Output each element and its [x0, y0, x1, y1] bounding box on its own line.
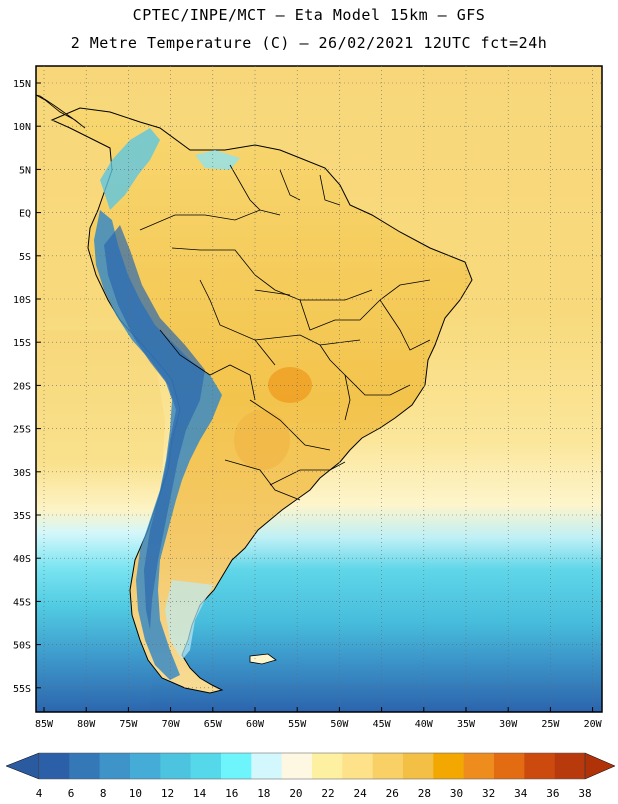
- colorbar-label: 30: [450, 787, 463, 800]
- colorbar-right-arrow: [584, 752, 616, 780]
- colorbar-label: 6: [68, 787, 75, 800]
- falkland-islands: [249, 653, 277, 665]
- northern-andes: [100, 128, 160, 210]
- lon-label: 40W: [415, 719, 434, 730]
- hot-core-region: [268, 367, 312, 403]
- plot-frame: [35, 65, 603, 713]
- lon-label: 50W: [330, 719, 349, 730]
- colorbar-swatch: [251, 753, 282, 779]
- colorbar-swatch: [433, 753, 464, 779]
- lon-label: 70W: [162, 719, 181, 730]
- colorbar-label: 22: [321, 787, 334, 800]
- colorbar-swatch: [342, 753, 373, 779]
- colorbar-swatch: [524, 753, 555, 779]
- lon-label: 75W: [119, 719, 138, 730]
- lon-label: 30W: [499, 719, 518, 730]
- colorbar-swatch: [190, 753, 222, 779]
- andes-core: [104, 225, 205, 630]
- colorbar-label: 24: [354, 787, 368, 800]
- colorbar-frame: [38, 752, 586, 780]
- lon-label: 85W: [35, 719, 54, 730]
- lat-label: 20S: [13, 381, 31, 392]
- colorbar-swatch: [221, 753, 252, 779]
- colorbar-label: 18: [257, 787, 270, 800]
- map-title-line2: 2 Metre Temperature (C) – 26/02/2021 12U…: [70, 34, 548, 52]
- colorbar-label: 12: [161, 787, 174, 800]
- lat-label: 10N: [13, 122, 31, 133]
- lat-label: 30S: [13, 468, 31, 479]
- colorbar-label: 14: [193, 787, 207, 800]
- colorbar-label: 28: [418, 787, 431, 800]
- venezuela-highlands: [195, 150, 240, 170]
- map-title-line1: CPTEC/INPE/MCT – Eta Model 15km – GFS: [132, 6, 486, 24]
- colorbar: 4 6 8 10 12 14 16 18 20 22 24 26 28 30 32 34 36 38: [5, 752, 616, 800]
- lat-label: 10S: [13, 295, 31, 306]
- colorbar-swatch: [99, 753, 131, 779]
- lon-label: 45W: [373, 719, 392, 730]
- lon-label: 25W: [541, 719, 560, 730]
- lon-label: 35W: [457, 719, 476, 730]
- lon-label: 80W: [77, 719, 96, 730]
- lon-label: 55W: [288, 719, 307, 730]
- longitude-labels: 85W 80W 75W 70W 65W 60W 55W 50W 45W 40W 35W 30W 25W 2…: [35, 707, 603, 730]
- lat-label: 55S: [13, 684, 31, 695]
- colorbar-swatch: [494, 753, 525, 779]
- latitude-labels: 15N 10N 5N EQ 5S 10S 15S 20S 25S 30S 35S 40S 45S 50S 5…: [13, 79, 41, 695]
- lat-label: 50S: [13, 641, 31, 652]
- colorbar-label: 20: [289, 787, 302, 800]
- colorbar-label: 4: [36, 787, 43, 800]
- colorbar-label: 26: [386, 787, 399, 800]
- lat-label: 45S: [13, 597, 31, 608]
- colorbar-label: 36: [546, 787, 559, 800]
- colorbar-swatch: [69, 753, 100, 779]
- colorbar-swatch: [130, 753, 161, 779]
- lat-label: 40S: [13, 554, 31, 565]
- colorbar-swatch: [372, 753, 404, 779]
- colorbar-swatch: [463, 753, 495, 779]
- lat-label: 5S: [19, 252, 31, 263]
- colorbar-swatch: [312, 753, 343, 779]
- colorbar-swatch: [39, 753, 70, 779]
- colorbar-label: 8: [100, 787, 107, 800]
- lon-label: 20W: [584, 719, 603, 730]
- colorbar-label: 32: [482, 787, 495, 800]
- lat-label: 35S: [13, 511, 31, 522]
- central-america: [36, 94, 86, 129]
- lat-label: 15S: [13, 338, 31, 349]
- colorbar-left-arrow: [5, 752, 40, 780]
- lat-label: 25S: [13, 425, 31, 436]
- lon-label: 65W: [204, 719, 223, 730]
- colorbar-swatch: [281, 753, 313, 779]
- plot-area: [36, 66, 602, 712]
- colorbar-label: 34: [514, 787, 528, 800]
- andes-cold-strip: [94, 210, 222, 680]
- colorbar-swatch: [160, 753, 191, 779]
- colorbar-label: 10: [129, 787, 142, 800]
- colorbar-swatch: [403, 753, 434, 779]
- lat-label: 15N: [13, 79, 31, 90]
- colorbar-label: 16: [225, 787, 238, 800]
- warm-chaco-region: [234, 410, 290, 470]
- colorbar-swatch: [554, 753, 586, 779]
- colorbar-label: 38: [578, 787, 591, 800]
- lat-label: EQ: [19, 209, 31, 220]
- patagonia-cool: [165, 580, 214, 660]
- lat-label: 5N: [19, 165, 31, 176]
- lon-label: 60W: [246, 719, 265, 730]
